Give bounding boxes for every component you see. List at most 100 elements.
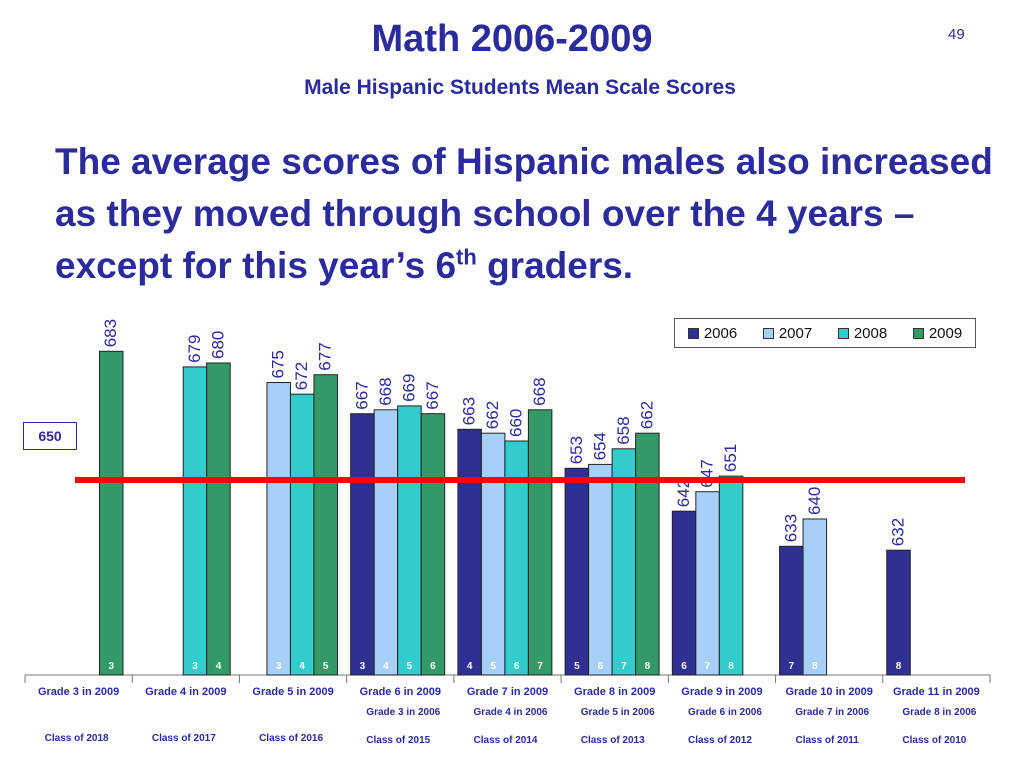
bar-grade-label: 6 — [598, 661, 604, 672]
bar-value-label: 667 — [423, 381, 442, 409]
bar-grade-label: 4 — [299, 661, 305, 672]
bar-grade-label: 7 — [705, 661, 711, 672]
bar-value-label: 633 — [781, 514, 800, 542]
bar-value-label: 640 — [805, 487, 824, 515]
slide-number: 49 — [948, 26, 965, 43]
class-label: Class of 2010 — [902, 735, 966, 746]
legend-label: 2006 — [703, 324, 738, 342]
class-label: Class of 2017 — [152, 733, 216, 744]
class-label: Class of 2015 — [366, 735, 430, 746]
bar-grade-label: 6 — [681, 661, 687, 672]
category-label: Grade 7 in 2009 — [467, 686, 548, 698]
bar-value-label: 672 — [292, 362, 311, 390]
bar — [504, 440, 529, 676]
category-label: Grade 5 in 2009 — [252, 686, 333, 698]
legend-label: 2007 — [778, 324, 813, 342]
bar-grade-label: 3 — [276, 661, 282, 672]
headline-end: graders. — [476, 245, 634, 286]
slide-title: Math 2006-2009 — [371, 18, 653, 60]
headline-main: The average scores of Hispanic males als… — [55, 141, 993, 286]
bar-grade-label: 5 — [323, 661, 329, 672]
class-label: Class of 2018 — [45, 733, 109, 744]
bar-value-label: 647 — [698, 459, 717, 487]
bar-value-label: 658 — [614, 416, 633, 444]
legend-item: 2007 — [762, 324, 813, 342]
bar-grade-label: 7 — [537, 661, 543, 672]
bar-value-label: 680 — [208, 331, 227, 359]
bar-value-label: 668 — [530, 377, 549, 405]
bar-grade-label: 3 — [192, 661, 198, 672]
reference-line-label: 650 — [23, 422, 77, 450]
bar — [420, 413, 446, 676]
category-label: Grade 8 in 2009 — [574, 686, 655, 698]
bar-value-label: 677 — [316, 342, 335, 370]
start-grade-label: Grade 8 in 2006 — [902, 707, 976, 718]
bar — [266, 382, 291, 676]
bar-value-label: 662 — [637, 401, 656, 429]
chart-legend: 2006 2007 2008 2009 — [674, 318, 976, 348]
bar-value-label: 662 — [483, 401, 502, 429]
headline: The average scores of Hispanic males als… — [55, 136, 995, 292]
legend-swatch — [687, 327, 699, 339]
bar — [99, 350, 124, 676]
bar — [397, 405, 422, 676]
bar — [695, 491, 720, 676]
bar-grade-label: 8 — [728, 661, 734, 672]
bar — [289, 393, 315, 676]
bar — [457, 428, 482, 676]
start-grade-label: Grade 7 in 2006 — [795, 707, 869, 718]
bar-value-label: 653 — [567, 436, 586, 464]
slide-subtitle: Male Hispanic Students Mean Scale Scores — [304, 76, 736, 99]
bar-grade-label: 6 — [430, 661, 436, 672]
legend-swatch — [912, 327, 924, 339]
bar — [350, 413, 375, 676]
bar — [671, 510, 697, 676]
legend-item: 2008 — [837, 325, 887, 342]
bar-grade-label: 4 — [383, 661, 389, 672]
category-label: Grade 10 in 2009 — [785, 686, 872, 698]
bar — [373, 409, 399, 676]
bar-grade-label: 8 — [812, 661, 818, 672]
category-label: Grade 6 in 2009 — [360, 686, 441, 698]
bar — [779, 545, 804, 676]
class-label: Class of 2014 — [474, 735, 538, 746]
bar-grade-label: 7 — [621, 661, 627, 672]
legend-swatch — [762, 327, 774, 339]
bar — [588, 463, 613, 676]
bar-value-label: 667 — [352, 381, 371, 409]
bar — [313, 374, 338, 676]
bar-grade-label: 8 — [645, 661, 651, 672]
bar-value-label: 679 — [185, 335, 204, 363]
bar-value-label: 669 — [399, 374, 418, 402]
bar-value-label: 654 — [590, 432, 609, 460]
legend-label: 2009 — [928, 324, 963, 342]
class-label: Class of 2011 — [795, 735, 859, 746]
bar-grade-label: 4 — [467, 661, 473, 672]
bar — [718, 475, 744, 676]
class-label: Class of 2012 — [688, 735, 752, 746]
bar-grade-label: 3 — [360, 661, 366, 672]
category-label: Grade 9 in 2009 — [681, 686, 762, 698]
bar-grade-label: 3 — [108, 661, 114, 672]
bar-value-label: 683 — [101, 319, 120, 347]
bar — [480, 432, 506, 676]
start-grade-label: Grade 3 in 2006 — [366, 707, 440, 718]
start-grade-label: Grade 6 in 2006 — [688, 707, 762, 718]
bar — [206, 362, 231, 676]
class-label: Class of 2013 — [581, 735, 645, 746]
category-label: Grade 3 in 2009 — [38, 686, 119, 698]
bar — [886, 549, 911, 676]
bar-value-label: 663 — [460, 397, 479, 425]
bar-grade-label: 5 — [574, 661, 580, 672]
bar-value-label: 675 — [269, 350, 288, 378]
headline-superscript: th — [456, 244, 477, 270]
bar-value-label: 668 — [376, 377, 395, 405]
bar-value-label: 660 — [507, 409, 526, 437]
bar-grade-label: 5 — [407, 661, 413, 672]
class-label: Class of 2016 — [259, 733, 323, 744]
bar-value-label: 651 — [721, 444, 740, 472]
start-grade-label: Grade 4 in 2006 — [474, 707, 548, 718]
start-grade-label: Grade 5 in 2006 — [581, 707, 655, 718]
bar — [182, 366, 208, 676]
